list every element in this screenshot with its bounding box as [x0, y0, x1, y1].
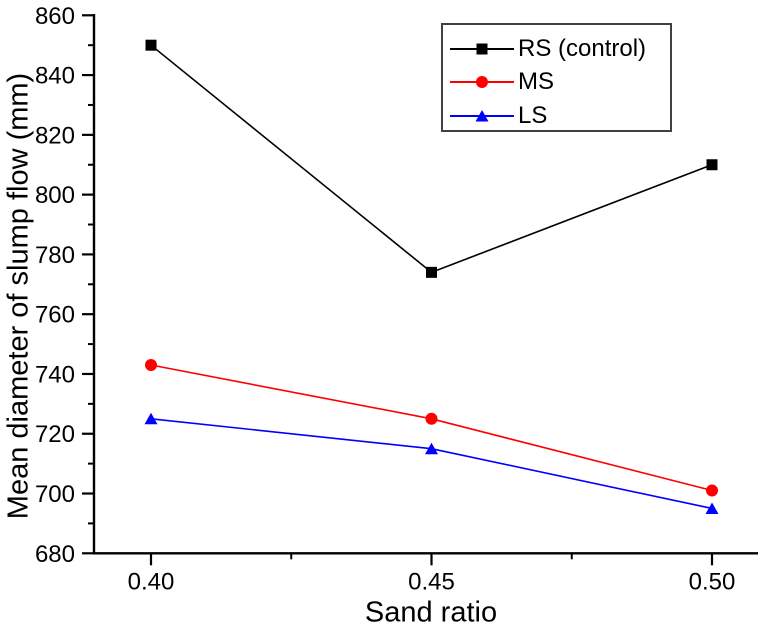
- legend-marker-circle-icon: [450, 75, 514, 88]
- x-tick-label: 0.50: [689, 568, 736, 595]
- legend-label: LS: [518, 101, 548, 129]
- legend-marker-square-icon: [450, 43, 514, 54]
- legend-marker-triangle-icon: [450, 109, 514, 121]
- y-tick-label: 680: [35, 541, 75, 568]
- data-point-rs-control-: [706, 159, 718, 171]
- y-tick-label: 820: [35, 122, 75, 149]
- data-point-ms: [425, 412, 438, 425]
- legend-item: MS: [443, 67, 670, 95]
- y-tick-label: 700: [35, 481, 75, 508]
- y-tick-label: 780: [35, 242, 75, 269]
- y-tick-label: 800: [35, 182, 75, 209]
- y-tick-label: 720: [35, 421, 75, 448]
- y-tick-label: 760: [35, 302, 75, 329]
- legend-item: RS (control): [443, 34, 670, 62]
- legend-item: LS: [443, 101, 670, 129]
- y-tick-label: 840: [35, 63, 75, 90]
- x-axis-title: Sand ratio: [364, 596, 498, 629]
- legend-label: MS: [518, 67, 554, 95]
- data-point-ms: [706, 484, 718, 497]
- data-point-ms: [145, 359, 157, 371]
- x-tick-label: 0.45: [408, 568, 455, 595]
- legend-box: RS (control) MS LS: [441, 23, 672, 132]
- y-tick-label: 740: [35, 361, 75, 388]
- y-tick-label: 860: [35, 3, 75, 30]
- data-point-ls: [705, 502, 719, 514]
- series-line-ls: [150, 418, 713, 510]
- x-tick-label: 0.40: [128, 568, 175, 595]
- y-axis-title: Mean diameter of slump flow (mm): [2, 72, 35, 520]
- data-point-ls: [144, 412, 158, 425]
- data-point-ls: [425, 442, 438, 455]
- data-point-rs-control-: [145, 39, 157, 51]
- data-point-rs-control-: [426, 266, 437, 278]
- legend-label: RS (control): [518, 34, 647, 62]
